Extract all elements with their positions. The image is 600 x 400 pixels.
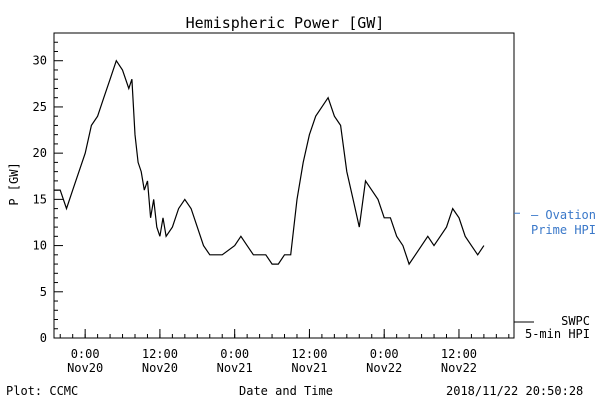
y-tick-label: 15: [33, 192, 47, 206]
y-tick-label: 10: [33, 239, 47, 253]
x-tick-label-time: 12:00: [441, 347, 477, 361]
x-tick-label-time: 12:00: [291, 347, 327, 361]
legend-swpc-label: 5-min HPI: [525, 327, 590, 341]
chart-title: Hemispheric Power [GW]: [186, 14, 385, 32]
x-tick-label-time: 0:00: [370, 347, 399, 361]
y-axis-label: P [GW]: [7, 162, 21, 205]
footer-plot-credit: Plot: CCMC: [6, 384, 79, 398]
x-tick-label-date: Nov21: [291, 361, 327, 375]
footer-timestamp: 2018/11/22 20:50:28: [446, 384, 584, 398]
x-tick-label-date: Nov20: [142, 361, 178, 375]
legend-swpc-label: SWPC: [561, 314, 590, 328]
x-tick-label-time: 12:00: [142, 347, 178, 361]
x-tick-label-date: Nov21: [217, 361, 253, 375]
x-tick-label-date: Nov22: [366, 361, 402, 375]
y-tick-label: 20: [33, 146, 47, 160]
footer-x-axis-label: Date and Time: [239, 384, 333, 398]
legend-ovation-label: Prime HPI: [531, 223, 596, 237]
x-tick-label-time: 0:00: [71, 347, 100, 361]
y-tick-label: 5: [40, 285, 47, 299]
y-tick-label: 30: [33, 54, 47, 68]
x-tick-label-date: Nov22: [441, 361, 477, 375]
swpc-series-line: [54, 59, 485, 266]
legend-ovation-label: — Ovation: [531, 208, 596, 222]
plot-frame: [53, 32, 515, 339]
y-tick-label: 25: [33, 100, 47, 114]
y-tick-label: 0: [40, 331, 47, 345]
x-tick-label-time: 0:00: [220, 347, 249, 361]
x-tick-label-date: Nov20: [67, 361, 103, 375]
